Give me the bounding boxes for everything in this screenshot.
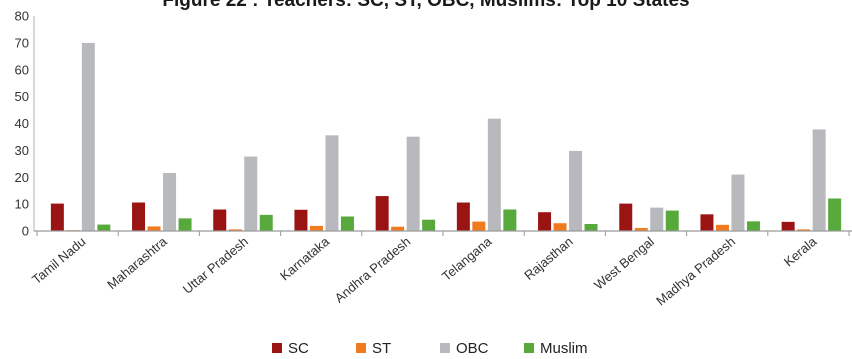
y-tick-label: 80 [15,9,29,24]
x-tick-label: West Bengal [591,234,657,293]
bars [50,42,842,231]
bar-st-uttar-pradesh [228,229,242,231]
bar-obc-karnataka [325,135,339,231]
bar-muslim-kerala [828,198,842,231]
bar-muslim-maharashtra [178,218,192,231]
bar-muslim-uttar-pradesh [259,214,273,231]
x-tick-label: Tamil Nadu [29,234,88,287]
bar-muslim-andhra-pradesh [422,219,436,231]
bar-obc-andhra-pradesh [406,136,420,231]
y-tick-label: 30 [15,143,29,158]
bar-muslim-tamil-nadu [97,224,111,231]
y-tick-label: 50 [15,89,29,104]
bar-obc-uttar-pradesh [244,156,258,231]
bar-muslim-rajasthan [584,224,598,231]
bar-obc-west-bengal [650,207,664,231]
legend-label-sc: SC [288,340,309,357]
y-tick-label: 70 [15,35,29,50]
x-tick-label: Kerala [781,233,820,269]
bar-sc-madhya-pradesh [700,214,714,231]
bar-muslim-telangana [503,209,517,231]
legend-swatch-st [356,343,366,353]
bar-sc-west-bengal [619,203,633,231]
bar-obc-rajasthan [569,150,583,231]
bar-obc-tamil-nadu [81,42,95,231]
bar-st-kerala [797,229,811,231]
bar-muslim-karnataka [340,216,354,231]
bar-obc-madhya-pradesh [731,174,745,231]
bar-obc-kerala [812,129,826,231]
x-tick-label: Rajasthan [521,234,575,283]
legend-swatch-sc [272,343,282,353]
legend: SC ST OBC Muslim [272,340,588,357]
bar-muslim-west-bengal [665,210,679,231]
bar-st-west-bengal [634,228,648,231]
bar-obc-telangana [487,118,501,231]
bar-sc-rajasthan [538,212,552,231]
bar-st-madhya-pradesh [715,224,729,231]
x-tick-label: Karnataka [277,233,333,283]
bar-st-andhra-pradesh [391,226,405,231]
bar-sc-karnataka [294,209,308,231]
bar-sc-telangana [456,202,470,231]
legend-swatch-obc [440,343,450,353]
bar-sc-uttar-pradesh [213,209,227,231]
y-tick-label: 40 [15,116,29,131]
y-tick-label: 0 [22,224,29,239]
y-tick-label: 10 [15,197,29,212]
bar-obc-maharashtra [163,172,177,231]
bar-muslim-madhya-pradesh [746,221,760,231]
x-tick-label: Andhra Pradesh [332,234,414,306]
y-axis-ticks: 0 10 20 30 40 50 60 70 80 [15,9,35,239]
bar-sc-tamil-nadu [50,203,64,231]
legend-label-muslim: Muslim [540,340,588,357]
bar-st-telangana [472,221,486,231]
chart-title: Figure 22 : Teachers: SC, ST, OBC, Musli… [162,0,689,11]
bar-st-rajasthan [553,223,567,231]
x-axis-labels: Tamil Nadu Maharashtra Uttar Pradesh Karnat… [29,233,820,308]
y-tick-label: 20 [15,170,29,185]
bar-sc-kerala [781,221,795,231]
legend-swatch-muslim [524,343,534,353]
y-tick-label: 60 [15,62,29,77]
legend-label-obc: OBC [456,340,489,357]
bar-sc-maharashtra [132,202,146,231]
legend-label-st: ST [372,340,391,357]
bar-st-karnataka [309,225,323,231]
x-tick-label: Madhya Pradesh [653,234,738,309]
x-axis [34,230,852,236]
bar-sc-andhra-pradesh [375,196,389,231]
x-tick-label: Telangana [439,233,495,284]
bar-st-maharashtra [147,226,161,231]
x-tick-label: Uttar Pradesh [180,234,251,297]
x-tick-label: Maharashtra [104,233,170,292]
